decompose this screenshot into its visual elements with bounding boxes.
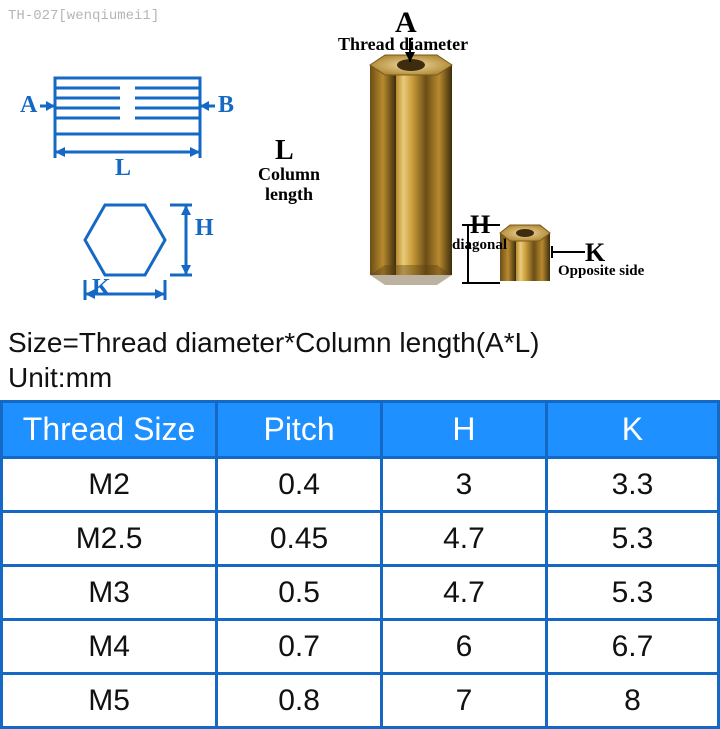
schematic-label-a: A <box>20 92 37 119</box>
table-cell: 0.4 <box>217 458 382 512</box>
diagram-area: A Thread diameter L Column length H diag… <box>0 0 720 320</box>
size-unit-note: Size=Thread diameter*Column length(A*L) … <box>8 325 712 395</box>
label-column-length: Column length <box>254 165 324 205</box>
col-header-0: Thread Size <box>2 402 217 458</box>
table-cell: 5.3 <box>546 566 718 620</box>
label-l: L <box>275 135 294 167</box>
table-row: M40.766.7 <box>2 620 719 674</box>
table-cell: 8 <box>546 674 718 728</box>
table-cell: 3 <box>382 458 547 512</box>
schematic-label-k: K <box>92 275 111 302</box>
table-cell: M5 <box>2 674 217 728</box>
table-cell: 0.5 <box>217 566 382 620</box>
table-cell: 5.3 <box>546 512 718 566</box>
table-cell: M2.5 <box>2 512 217 566</box>
col-header-3: K <box>546 402 718 458</box>
col-header-1: Pitch <box>217 402 382 458</box>
table-row: M30.54.75.3 <box>2 566 719 620</box>
table-cell: 0.45 <box>217 512 382 566</box>
label-opposite-side: Opposite side <box>558 263 644 280</box>
schematic-label-l: L <box>115 155 131 182</box>
schematic-label-b: B <box>218 92 234 119</box>
table-row: M20.433.3 <box>2 458 719 512</box>
table-row: M2.50.454.75.3 <box>2 512 719 566</box>
watermark-text: TH-027[wenqiumei1] <box>8 8 159 24</box>
table-cell: M3 <box>2 566 217 620</box>
spec-table: Thread SizePitchHK M20.433.3M2.50.454.75… <box>0 400 720 729</box>
col-header-2: H <box>382 402 547 458</box>
table-cell: 6 <box>382 620 547 674</box>
table-cell: 6.7 <box>546 620 718 674</box>
table-row: M50.878 <box>2 674 719 728</box>
label-thread-diameter: Thread diameter <box>338 34 468 55</box>
table-cell: 7 <box>382 674 547 728</box>
table-cell: 4.7 <box>382 512 547 566</box>
table-cell: 4.7 <box>382 566 547 620</box>
label-diagonal: diagonal <box>452 237 507 254</box>
table-cell: 0.8 <box>217 674 382 728</box>
table-cell: M4 <box>2 620 217 674</box>
table-cell: M2 <box>2 458 217 512</box>
spec-table-wrap: Thread SizePitchHK M20.433.3M2.50.454.75… <box>0 400 720 729</box>
table-cell: 3.3 <box>546 458 718 512</box>
label-h: H <box>470 210 490 240</box>
schematic-label-h: H <box>195 215 214 242</box>
table-cell: 0.7 <box>217 620 382 674</box>
